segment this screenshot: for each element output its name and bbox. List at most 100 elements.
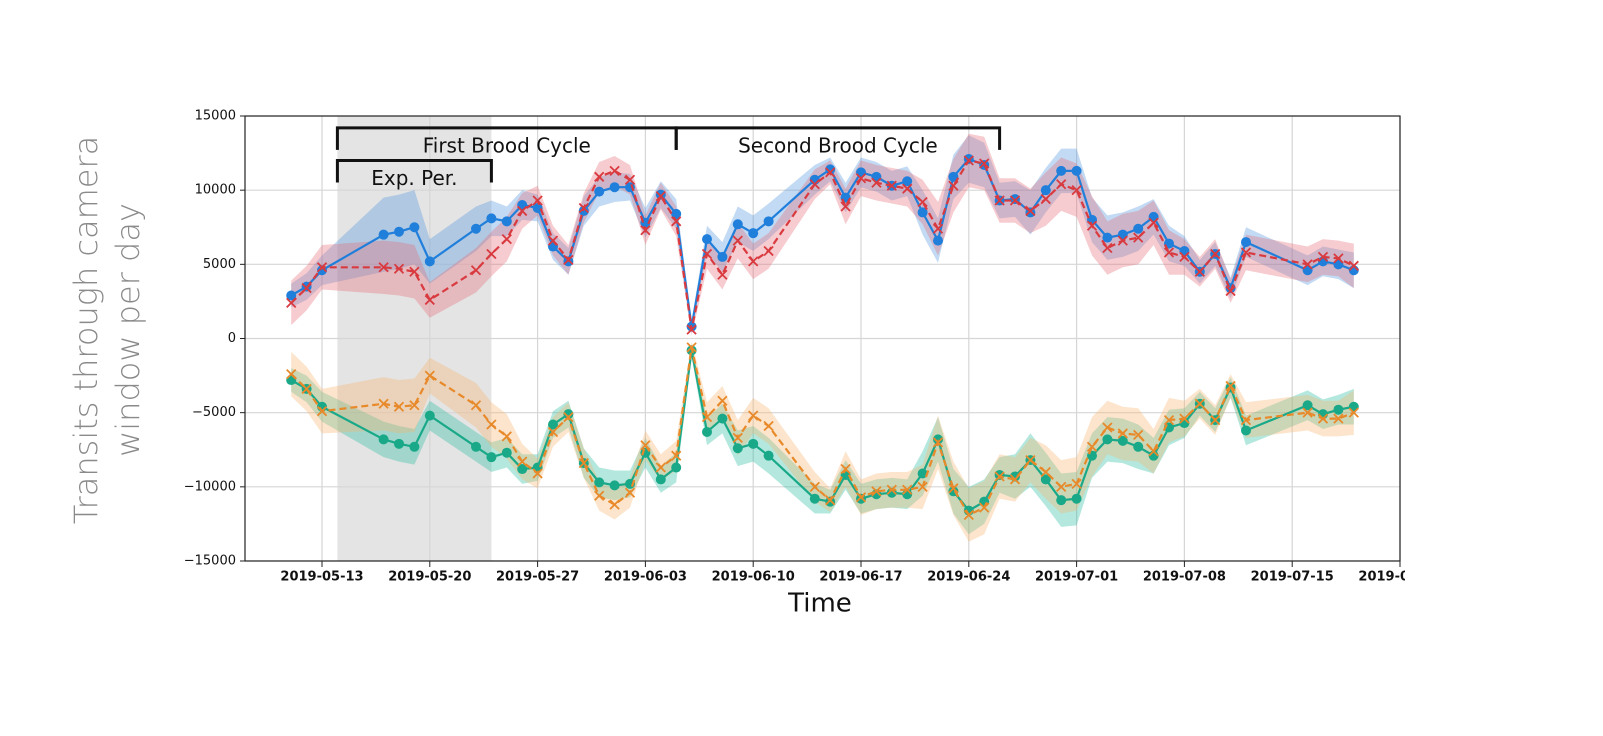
- point: [594, 186, 605, 197]
- point: [471, 441, 481, 452]
- point: [563, 411, 574, 423]
- point: [655, 474, 666, 485]
- point: [1225, 285, 1236, 297]
- point: [1240, 414, 1252, 426]
- point: [1071, 185, 1082, 196]
- point: [1148, 217, 1159, 228]
- point: [763, 216, 774, 227]
- series-line: [290, 347, 1355, 517]
- point: [871, 177, 882, 188]
- point: [378, 398, 389, 409]
- point: [548, 419, 558, 430]
- point: [1040, 466, 1051, 478]
- confidence-band: [291, 344, 1354, 535]
- annotation: Second Brood Cycle: [738, 133, 938, 157]
- point: [963, 509, 974, 521]
- y-axis-label: Transits through camera window per day: [67, 136, 147, 524]
- point: [1241, 425, 1251, 436]
- point: [917, 196, 928, 208]
- point: [963, 155, 974, 166]
- point: [1056, 481, 1067, 492]
- point: [409, 441, 420, 452]
- point: [809, 179, 820, 190]
- x-tick-label: 2019-07-15: [1251, 570, 1334, 585]
- point: [578, 457, 589, 469]
- point: [486, 213, 497, 224]
- point: [1025, 205, 1036, 217]
- point: [1333, 404, 1344, 415]
- point: [609, 480, 620, 491]
- point: [917, 468, 928, 479]
- point: [701, 248, 713, 260]
- x-tick-label: 2019-07-08: [1143, 570, 1226, 585]
- point: [1056, 165, 1067, 176]
- point: [501, 447, 512, 458]
- point: [871, 486, 882, 497]
- point: [932, 437, 944, 448]
- point: [1087, 450, 1097, 461]
- confidence-band: [291, 341, 1354, 542]
- point: [825, 495, 836, 506]
- x-tick-label: 2019-06-10: [712, 570, 795, 585]
- x-tick-label: 2019-06-24: [927, 570, 1010, 585]
- point: [286, 290, 297, 301]
- point: [393, 401, 405, 412]
- point: [624, 487, 636, 498]
- point: [948, 483, 959, 494]
- annotation: Exp. Per.: [371, 166, 457, 190]
- point: [1333, 413, 1344, 424]
- point: [1133, 232, 1144, 243]
- point: [748, 438, 759, 449]
- point: [1025, 454, 1036, 466]
- point: [1302, 259, 1313, 270]
- point: [717, 395, 728, 406]
- point: [1102, 422, 1113, 433]
- point: [655, 462, 666, 473]
- point: [640, 225, 651, 236]
- point: [301, 383, 312, 395]
- annotation: First Brood Cycle: [423, 133, 591, 157]
- point: [1317, 413, 1329, 424]
- point: [486, 419, 497, 430]
- point: [286, 368, 297, 380]
- point: [1117, 435, 1128, 446]
- point: [1133, 429, 1144, 441]
- y-tick-label: 15000: [195, 109, 236, 124]
- point: [578, 202, 589, 214]
- point: [702, 426, 712, 437]
- point: [378, 434, 389, 445]
- point: [717, 269, 728, 280]
- x-axis-label: Time: [787, 589, 852, 619]
- point: [486, 248, 497, 260]
- point: [470, 400, 482, 411]
- plot-frame: [244, 115, 1401, 562]
- point: [378, 262, 389, 273]
- point: [301, 282, 312, 294]
- point: [948, 180, 959, 191]
- point: [532, 468, 543, 479]
- y-tick-label: −15000: [184, 554, 236, 569]
- y-tick-label: 5000: [203, 257, 236, 272]
- point: [1102, 242, 1113, 254]
- point: [1241, 237, 1251, 248]
- point: [1040, 474, 1051, 485]
- point: [855, 492, 867, 503]
- point: [1163, 247, 1175, 258]
- point: [1071, 478, 1082, 490]
- x-tick-label: 2019-06-03: [604, 570, 687, 585]
- series-line: [290, 159, 1355, 330]
- point: [1056, 179, 1067, 190]
- x-tick-label: 2019-05-27: [496, 570, 579, 585]
- point: [917, 481, 928, 492]
- point: [424, 294, 435, 306]
- point: [763, 420, 774, 432]
- point: [933, 235, 943, 246]
- point: [1102, 434, 1113, 445]
- point: [979, 502, 990, 513]
- point: [609, 165, 620, 177]
- point: [1117, 428, 1128, 439]
- point: [594, 171, 605, 182]
- point: [563, 409, 574, 420]
- point: [1348, 407, 1359, 418]
